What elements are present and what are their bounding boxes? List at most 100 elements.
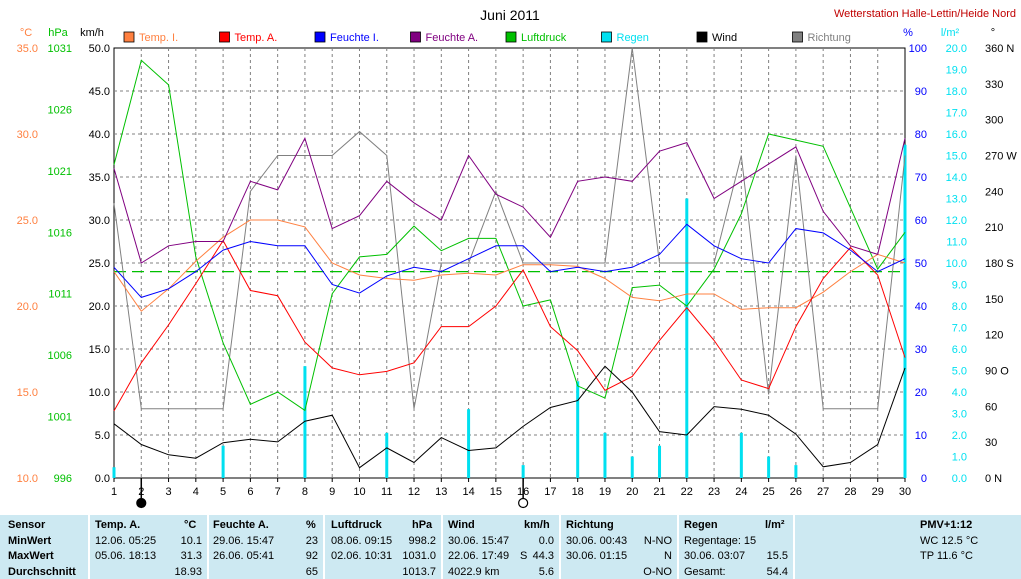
rain-tick-label: 15.0 xyxy=(946,151,967,163)
x-tick-label: 13 xyxy=(435,486,447,498)
full-moon-icon xyxy=(518,497,529,509)
pressure-max-value: 1031.0 xyxy=(402,550,436,562)
direction-max-value: N xyxy=(664,550,672,562)
rain-bar xyxy=(630,456,634,478)
x-tick-label: 3 xyxy=(165,486,171,498)
temp-min-time: 12.06. 05:25 xyxy=(95,535,157,547)
rain-days: Regentage: 15 xyxy=(684,535,757,547)
rain-tick-label: 3.0 xyxy=(952,409,967,421)
x-tick-label: 11 xyxy=(381,486,392,498)
row-label-avg: Durchschnitt xyxy=(8,566,76,578)
humidity-max-time: 26.06. 05:41 xyxy=(213,550,275,562)
wind-tick-label: 50.0 xyxy=(89,43,110,55)
wind-min-value: 0.0 xyxy=(538,535,554,547)
row-label-max: MaxWert xyxy=(8,550,54,562)
pressure-tick-label: 1021 xyxy=(48,166,72,178)
pressure-axis-unit: hPa xyxy=(48,27,68,39)
station-name: Wetterstation Halle-Lettin/Heide Nord xyxy=(834,8,1016,20)
x-tick-label: 23 xyxy=(708,486,720,498)
rain-bar xyxy=(603,432,607,478)
pressure-max-time: 02.06. 10:31 xyxy=(331,550,393,562)
legend-swatch xyxy=(792,31,803,43)
direction-tick-label: 240 xyxy=(985,186,1003,198)
x-tick-label: 21 xyxy=(653,486,665,498)
series-line-wind xyxy=(113,365,906,469)
new-moon-icon xyxy=(136,497,147,509)
rain-axis-unit: l/m² xyxy=(941,27,960,39)
pressure-tick-label: 1026 xyxy=(48,104,72,116)
rain-tick-label: 2.0 xyxy=(952,430,967,442)
temp-max-time: 05.06. 18:13 xyxy=(95,550,157,562)
series-line-richtung xyxy=(113,47,906,410)
direction-head: Richtung xyxy=(566,519,614,531)
direction-tick-label: 360 N xyxy=(985,43,1014,55)
chart-title: Juni 2011 xyxy=(480,7,540,23)
wind-tick-label: 10.0 xyxy=(89,387,110,399)
temp-tick-label: 25.0 xyxy=(17,215,38,227)
x-tick-label: 14 xyxy=(462,486,474,498)
series-lines xyxy=(113,47,906,469)
temp-max-value: 31.3 xyxy=(180,550,202,562)
rain-total-value: 54.4 xyxy=(766,566,788,578)
direction-tick-label: 30 xyxy=(985,437,997,449)
series-line-feuchte-i- xyxy=(113,223,906,298)
x-tick-label: 29 xyxy=(872,486,884,498)
wind-total-distance: 4022.9 km xyxy=(448,566,500,578)
legend-swatch xyxy=(505,31,517,43)
direction-min-time: 30.06. 00:43 xyxy=(566,535,628,547)
humidity-tick-label: 50 xyxy=(915,258,927,270)
statistics-table xyxy=(0,515,1021,579)
wind-tick-label: 20.0 xyxy=(89,301,110,313)
legend-label: Feuchte I. xyxy=(330,32,379,44)
x-tick-label: 19 xyxy=(599,486,611,498)
wind-tick-label: 25.0 xyxy=(89,258,110,270)
direction-tick-label: 210 xyxy=(985,222,1003,234)
legend-swatch xyxy=(601,31,612,43)
rain-total-label: Gesamt: xyxy=(684,566,726,578)
humidity-tick-label: 100 xyxy=(909,43,927,55)
rain-tick-label: 4.0 xyxy=(952,387,967,399)
pressure-tick-label: 1011 xyxy=(48,289,72,301)
rain-tick-label: 20.0 xyxy=(946,43,967,55)
direction-average: O-NO xyxy=(643,566,672,578)
wind-max-direction: S xyxy=(520,550,528,562)
pressure-average: 1013.7 xyxy=(402,566,436,578)
rain-bar xyxy=(685,198,689,478)
rain-tick-label: 8.0 xyxy=(952,301,967,313)
x-tick-label: 4 xyxy=(193,486,199,498)
temp-tick-label: 10.0 xyxy=(17,473,38,485)
direction-axis-unit: ° xyxy=(991,27,995,39)
chart-axes: 1234567891011121314151617181920212223242… xyxy=(17,27,1017,509)
legend-swatch xyxy=(314,31,326,43)
rain-bar xyxy=(303,366,307,478)
chart-grid xyxy=(113,47,906,479)
row-label-sensor: Sensor xyxy=(8,519,46,531)
weather-chart: 1234567891011121314151617181920212223242… xyxy=(17,7,1017,509)
rain-bar xyxy=(767,456,771,478)
rain-bar xyxy=(739,432,743,478)
series-line-luftdruck xyxy=(113,59,906,412)
humidity-min-value: 23 xyxy=(305,535,318,547)
humidity-min-time: 29.06. 15:47 xyxy=(213,535,275,547)
legend-swatch xyxy=(123,31,135,43)
pressure-min-value: 998.2 xyxy=(408,535,436,547)
legend-label: Richtung xyxy=(808,32,851,44)
rain-tick-label: 19.0 xyxy=(946,65,967,77)
legend-label: Feuchte A. xyxy=(426,32,479,44)
humidity-tick-label: 60 xyxy=(915,215,927,227)
dewpoint-value: TP 11.6 °C xyxy=(920,550,973,562)
direction-tick-label: 90 O xyxy=(985,366,1009,378)
x-tick-label: 1 xyxy=(111,486,117,498)
rain-tick-label: 11.0 xyxy=(946,237,967,249)
legend-label: Temp. I. xyxy=(139,32,178,44)
legend-label: Temp. A. xyxy=(235,32,278,44)
rain-tick-label: 12.0 xyxy=(946,215,967,227)
direction-tick-label: 0 N xyxy=(985,473,1002,485)
x-tick-label: 22 xyxy=(681,486,693,498)
legend-swatch xyxy=(696,31,708,43)
rain-tick-label: 10.0 xyxy=(946,258,967,270)
rain-tick-label: 1.0 xyxy=(952,452,967,464)
legend-label: Luftdruck xyxy=(521,32,567,44)
rain-tick-label: 14.0 xyxy=(946,172,967,184)
x-tick-label: 28 xyxy=(844,486,856,498)
